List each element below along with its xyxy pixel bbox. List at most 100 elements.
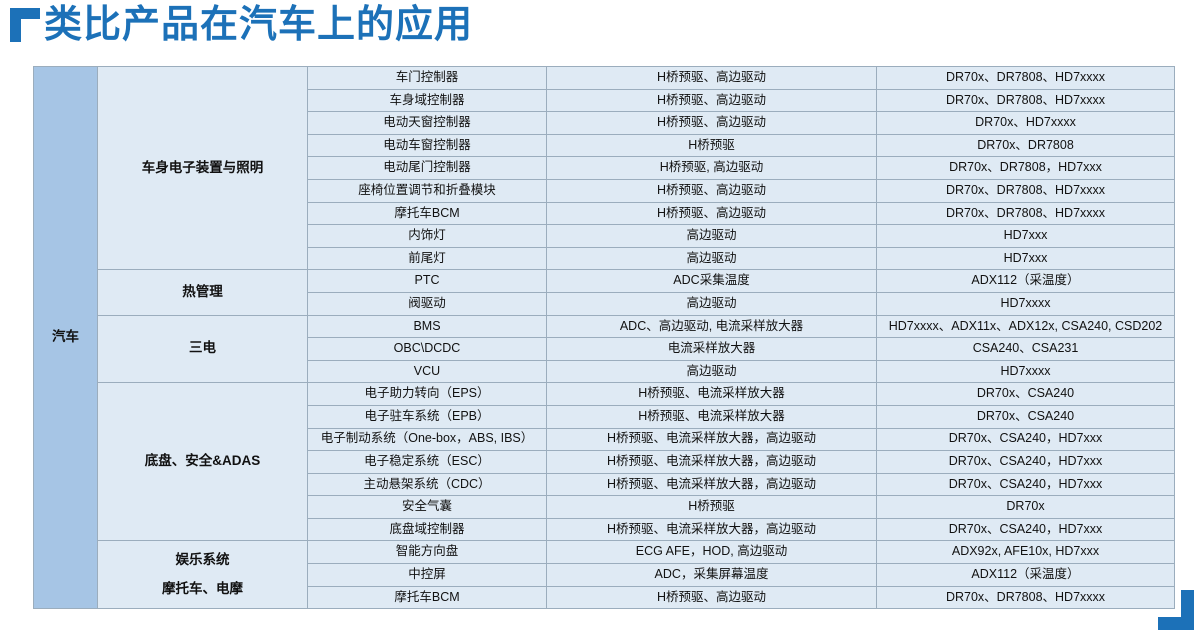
chips-cell: HD7xxxx、ADX11x、ADX12x, CSA240, CSD202 — [876, 314, 1175, 339]
subsystem-cell: 电动天窗控制器 — [307, 111, 547, 135]
table-row: 电动天窗控制器 H桥预驱、高边驱动 DR70x、HD7xxxx — [34, 111, 1175, 135]
subsystem-cell: OBC\DCDC — [307, 337, 547, 361]
subsystem-cell: 摩托车BCM — [307, 585, 547, 610]
product-cell: H桥预驱, 高边驱动 — [546, 156, 877, 180]
subsystem-cell: 主动悬架系统（CDC） — [307, 472, 547, 497]
subsystem-cell: BMS — [307, 314, 547, 339]
subsystem-cell: 摩托车BCM — [307, 201, 547, 226]
table-body: 汽车 车身电子装置与照明 车门控制器 H桥预驱、高边驱动 DR70x、DR7808、HD… — [33, 65, 1175, 610]
corner-bracket-horizontal-bar — [1158, 617, 1194, 630]
product-cell: 高边驱动 — [546, 291, 877, 316]
product-cell: H桥预驱、电流采样放大器 — [546, 404, 877, 429]
table-row: 电子制动系统（One-box，ABS, IBS） H桥预驱、电流采样放大器，高边驱… — [34, 427, 1175, 452]
application-table: 汽车 车身电子装置与照明 车门控制器 H桥预驱、高边驱动 DR70x、DR7808、HD… — [33, 65, 1175, 610]
chips-cell: HD7xxxx — [876, 291, 1175, 316]
chips-cell: DR70x、DR7808 — [876, 133, 1175, 158]
product-cell: H桥预驱、电流采样放大器，高边驱动 — [546, 472, 877, 497]
subsystem-cell: 前尾灯 — [307, 246, 547, 271]
chips-cell: DR70x、CSA240 — [876, 382, 1175, 406]
subsystem-cell: 底盘域控制器 — [307, 517, 547, 542]
table-row: 电子稳定系统（ESC） H桥预驱、电流采样放大器，高边驱动 DR70x、CSA240… — [34, 450, 1175, 474]
table-row: 娱乐系统 摩托车、电摩 智能方向盘 ECG AFE，HOD, 高边驱动 ADX92x, … — [34, 540, 1175, 610]
chips-cell: DR70x、DR7808、HD7xxxx — [876, 66, 1175, 90]
table-row: 三电 BMS ADC、高边驱动, 电流采样放大器 HD7xxxx、ADX11x、ADX… — [34, 314, 1175, 384]
subsystem-cell: VCU — [307, 359, 547, 384]
chips-cell: HD7xxx — [876, 246, 1175, 271]
chips-cell: HD7xxx — [876, 224, 1175, 248]
group-name-cell: 底盘、安全&ADAS — [97, 382, 308, 542]
product-cell: H桥预驱、高边驱动 — [546, 111, 877, 135]
chips-cell: DR70x、CSA240，HD7xxx — [876, 427, 1175, 452]
subsystem-cell: 车身域控制器 — [307, 88, 547, 113]
chips-cell: DR70x、DR7808、HD7xxxx — [876, 585, 1175, 610]
product-cell: ECG AFE，HOD, 高边驱动 — [546, 540, 877, 565]
table-row: 电动尾门控制器 H桥预驱, 高边驱动 DR70x、DR7808，HD7xxx — [34, 156, 1175, 180]
table-row: 主动悬架系统（CDC） H桥预驱、电流采样放大器，高边驱动 DR70x、CSA240… — [34, 472, 1175, 497]
chips-cell: HD7xxxx — [876, 359, 1175, 384]
chips-cell: DR70x、DR7808、HD7xxxx — [876, 88, 1175, 113]
product-cell: H桥预驱、电流采样放大器 — [546, 382, 877, 406]
subsystem-cell: 车门控制器 — [307, 66, 547, 90]
table-row: 座椅位置调节和折叠模块 H桥预驱、高边驱动 DR70x、DR7808、HD7xxxx — [34, 178, 1175, 203]
chips-cell: DR70x、CSA240，HD7xxx — [876, 472, 1175, 497]
subsystem-cell: 电动尾门控制器 — [307, 156, 547, 180]
subsystem-cell: 中控屏 — [307, 563, 547, 587]
subsystem-cell: 电动车窗控制器 — [307, 133, 547, 158]
group-name-cell: 娱乐系统摩托车、电摩 — [97, 540, 308, 610]
subsystem-cell: 阀驱动 — [307, 291, 547, 316]
product-cell: H桥预驱、高边驱动 — [546, 201, 877, 226]
product-cell: H桥预驱、高边驱动 — [546, 88, 877, 113]
chips-cell: ADX112（采温度） — [876, 269, 1175, 293]
table-row: 前尾灯 高边驱动 HD7xxx — [34, 246, 1175, 271]
group-name-line-1: 娱乐系统 — [175, 551, 230, 567]
subsystem-cell: 电子制动系统（One-box，ABS, IBS） — [307, 427, 547, 452]
chips-cell: DR70x、DR7808、HD7xxxx — [876, 201, 1175, 226]
product-cell: ADC、高边驱动, 电流采样放大器 — [546, 314, 877, 339]
subsystem-cell: 电子助力转向（EPS） — [307, 382, 547, 406]
table-row: 底盘域控制器 H桥预驱、电流采样放大器，高边驱动 DR70x、CSA240，HD7x… — [34, 517, 1175, 542]
product-cell: ADC采集温度 — [546, 269, 877, 293]
table-row: 底盘、安全&ADAS 电子助力转向（EPS） H桥预驱、电流采样放大器 DR70x、C… — [34, 382, 1175, 542]
product-cell: H桥预驱、高边驱动 — [546, 585, 877, 610]
product-cell: 高边驱动 — [546, 224, 877, 248]
product-cell: H桥预驱 — [546, 133, 877, 158]
subsystem-cell: PTC — [307, 269, 547, 293]
group-name-cell: 三电 — [97, 314, 308, 384]
subsystem-cell: 内饰灯 — [307, 224, 547, 248]
product-cell: 高边驱动 — [546, 359, 877, 384]
group-name-cell: 车身电子装置与照明 — [97, 65, 308, 271]
table-row: 车身域控制器 H桥预驱、高边驱动 DR70x、DR7808、HD7xxxx — [34, 88, 1175, 113]
product-cell: H桥预驱、电流采样放大器，高边驱动 — [546, 517, 877, 542]
product-cell: H桥预驱、高边驱动 — [546, 66, 877, 90]
table-row: 摩托车BCM H桥预驱、高边驱动 DR70x、DR7808、HD7xxxx — [34, 585, 1175, 610]
chips-cell: DR70x、CSA240，HD7xxx — [876, 450, 1175, 474]
product-cell: H桥预驱 — [546, 495, 877, 519]
title-bar: 类比产品在汽车上的应用 — [0, 0, 473, 60]
product-cell: ADC，采集屏幕温度 — [546, 563, 877, 587]
corner-bracket-icon — [10, 8, 40, 42]
table-row: 阀驱动 高边驱动 HD7xxxx — [34, 291, 1175, 316]
product-cell: 高边驱动 — [546, 246, 877, 271]
product-cell: H桥预驱、电流采样放大器，高边驱动 — [546, 450, 877, 474]
page-title: 类比产品在汽车上的应用 — [44, 4, 474, 46]
chips-cell: DR70x、CSA240，HD7xxx — [876, 517, 1175, 542]
subsystem-cell: 电子稳定系统（ESC） — [307, 450, 547, 474]
chips-cell: DR70x — [876, 495, 1175, 519]
chips-cell: DR70x、DR7808、HD7xxxx — [876, 178, 1175, 203]
table-row: 摩托车BCM H桥预驱、高边驱动 DR70x、DR7808、HD7xxxx — [34, 201, 1175, 226]
chips-cell: DR70x、DR7808，HD7xxx — [876, 156, 1175, 180]
product-cell: H桥预驱、高边驱动 — [546, 178, 877, 203]
subsystem-cell: 座椅位置调节和折叠模块 — [307, 178, 547, 203]
group-name-cell: 热管理 — [97, 269, 308, 316]
chips-cell: CSA240、CSA231 — [876, 337, 1175, 361]
product-cell: H桥预驱、电流采样放大器，高边驱动 — [546, 427, 877, 452]
table-row: 电子驻车系统（EPB） H桥预驱、电流采样放大器 DR70x、CSA240 — [34, 404, 1175, 429]
chips-cell: ADX92x, AFE10x, HD7xxx — [876, 540, 1175, 565]
table-row: 汽车 车身电子装置与照明 车门控制器 H桥预驱、高边驱动 DR70x、DR7808、HD… — [33, 65, 1175, 610]
root-category-cell: 汽车 — [33, 65, 98, 610]
group-name-line-2: 摩托车、电摩 — [162, 580, 243, 596]
chips-cell: DR70x、HD7xxxx — [876, 111, 1175, 135]
table-row: 热管理 PTC ADC采集温度 ADX112（采温度） — [34, 269, 1175, 316]
product-cell: 电流采样放大器 — [546, 337, 877, 361]
chips-cell: DR70x、CSA240 — [876, 404, 1175, 429]
